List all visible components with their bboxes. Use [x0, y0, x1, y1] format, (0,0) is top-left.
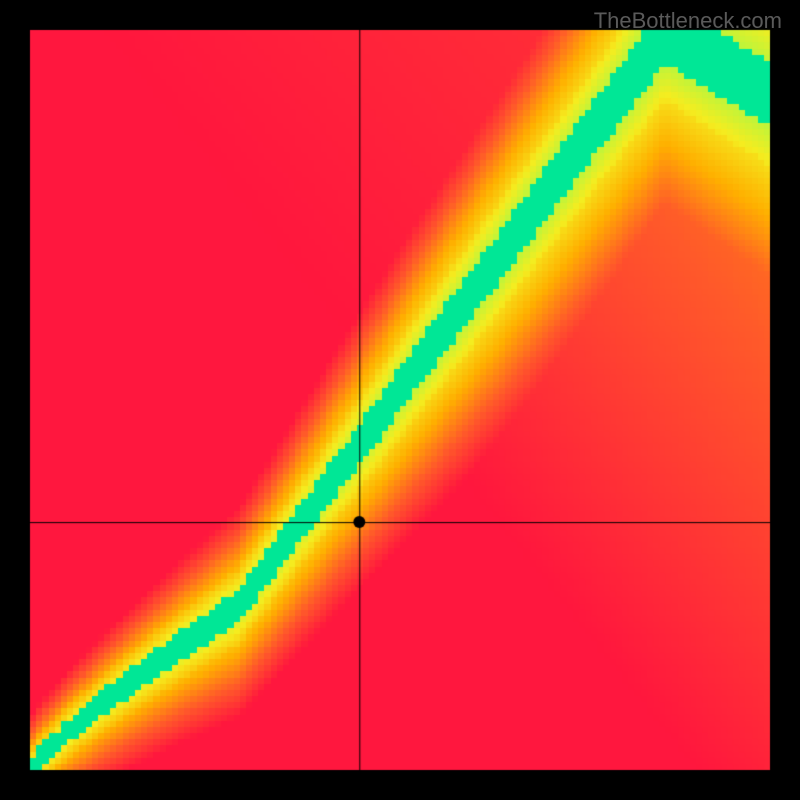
- bottleneck-heatmap: [0, 0, 800, 800]
- chart-container: { "watermark": { "text": "TheBottleneck.…: [0, 0, 800, 800]
- watermark-text: TheBottleneck.com: [594, 8, 782, 34]
